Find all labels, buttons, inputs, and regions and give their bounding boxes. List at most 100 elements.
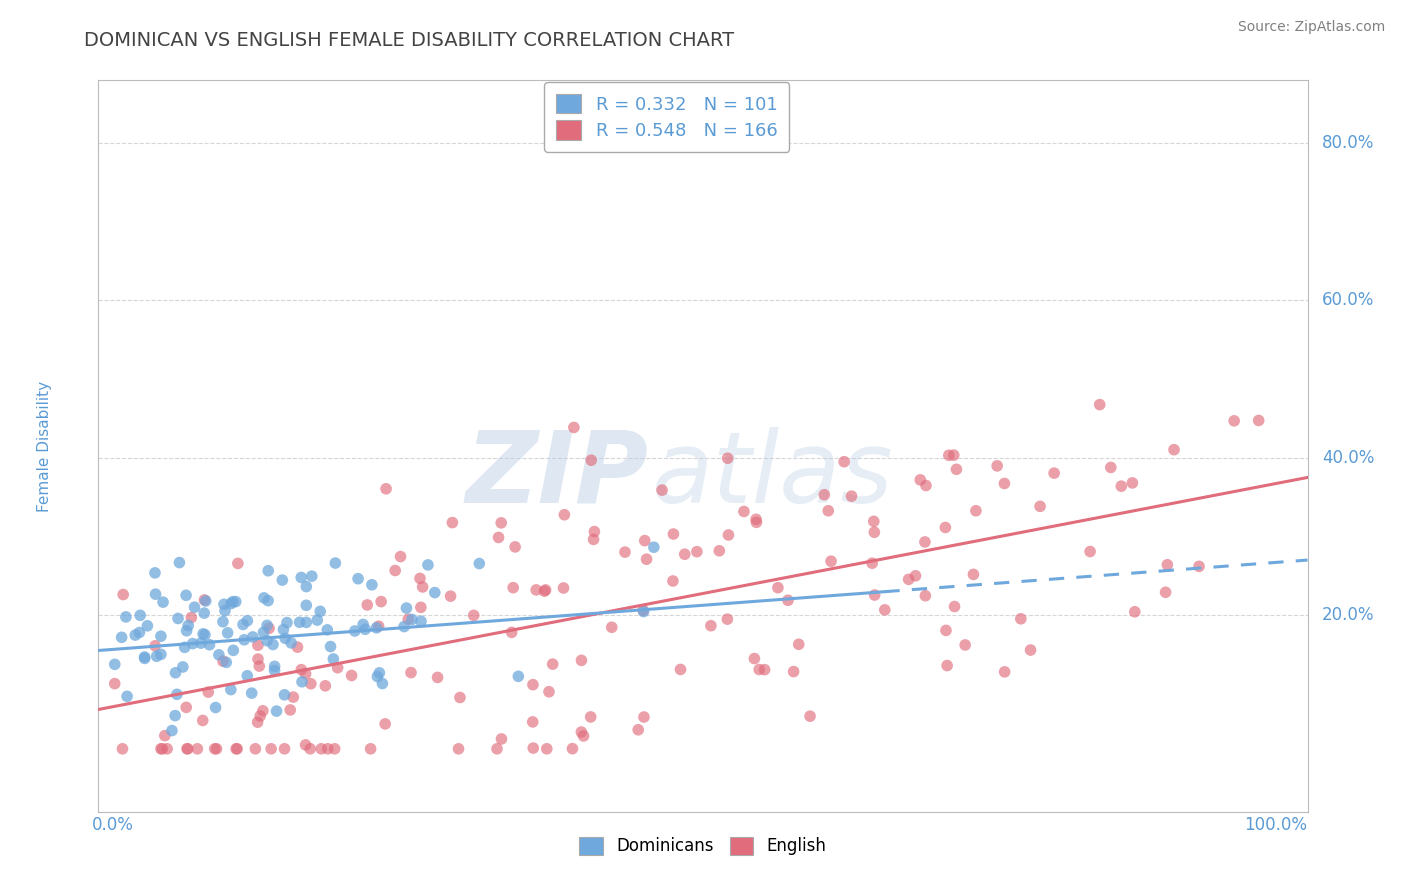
Point [943, 599, 966, 614]
Point [316, 741, 339, 756]
Point [215, 656, 238, 670]
Point [165, 665, 187, 680]
Point [733, 504, 755, 518]
Point [399, 665, 422, 680]
Point [579, 453, 602, 467]
Point [145, 587, 167, 601]
Point [633, 710, 655, 724]
Point [860, 556, 883, 570]
Point [441, 516, 464, 530]
Point [295, 580, 318, 594]
Point [273, 688, 295, 702]
Point [104, 676, 127, 690]
Point [288, 615, 311, 630]
Point [280, 636, 302, 650]
Point [935, 624, 957, 638]
Point [226, 557, 249, 571]
Point [910, 473, 932, 487]
Point [537, 685, 560, 699]
Point [1156, 558, 1178, 572]
Point [354, 622, 377, 636]
Point [1088, 398, 1111, 412]
Point [717, 451, 740, 466]
Point [263, 664, 285, 678]
Point [401, 612, 423, 626]
Point [112, 588, 135, 602]
Point [322, 652, 344, 666]
Point [1078, 544, 1101, 558]
Point [686, 545, 709, 559]
Point [278, 703, 301, 717]
Point [392, 619, 415, 633]
Point [934, 520, 956, 534]
Point [356, 598, 378, 612]
Point [1163, 442, 1185, 457]
Point [501, 625, 523, 640]
Point [1123, 605, 1146, 619]
Point [375, 482, 398, 496]
Point [662, 527, 685, 541]
Point [256, 618, 278, 632]
Point [186, 741, 208, 756]
Point [307, 613, 329, 627]
Point [257, 593, 280, 607]
Point [124, 628, 146, 642]
Point [571, 653, 593, 667]
Point [325, 556, 347, 570]
Point [290, 663, 312, 677]
Point [190, 636, 212, 650]
Point [395, 601, 418, 615]
Point [204, 700, 226, 714]
Point [150, 741, 173, 756]
Point [225, 741, 247, 756]
Point [1223, 414, 1246, 428]
Point [409, 571, 432, 585]
Point [319, 640, 342, 654]
Point [634, 533, 657, 548]
Point [491, 731, 513, 746]
Point [295, 615, 318, 630]
Point [340, 668, 363, 682]
Point [149, 648, 172, 662]
Point [766, 581, 789, 595]
Point [149, 629, 172, 643]
Point [299, 677, 322, 691]
Point [214, 604, 236, 618]
Point [915, 478, 938, 492]
Text: Source: ZipAtlas.com: Source: ZipAtlas.com [1237, 20, 1385, 34]
Point [257, 621, 280, 635]
Point [166, 687, 188, 701]
Point [115, 690, 138, 704]
Point [553, 581, 575, 595]
Point [374, 717, 396, 731]
Point [600, 620, 623, 634]
Point [633, 605, 655, 619]
Point [447, 741, 470, 756]
Point [205, 741, 228, 756]
Point [181, 637, 204, 651]
Text: Female Disability: Female Disability [37, 380, 52, 512]
Point [145, 649, 167, 664]
Point [136, 619, 159, 633]
Point [820, 554, 842, 568]
Point [1029, 500, 1052, 514]
Point [273, 741, 295, 756]
Point [754, 663, 776, 677]
Point [936, 658, 959, 673]
Point [180, 610, 202, 624]
Point [938, 448, 960, 462]
Point [236, 614, 259, 628]
Point [662, 574, 685, 588]
Text: 60.0%: 60.0% [1322, 292, 1375, 310]
Point [416, 558, 439, 572]
Point [582, 533, 605, 547]
Point [208, 648, 231, 662]
Point [263, 659, 285, 673]
Point [1043, 466, 1066, 480]
Point [614, 545, 637, 559]
Point [165, 708, 187, 723]
Point [249, 709, 271, 723]
Point [153, 729, 176, 743]
Point [295, 599, 318, 613]
Point [217, 625, 239, 640]
